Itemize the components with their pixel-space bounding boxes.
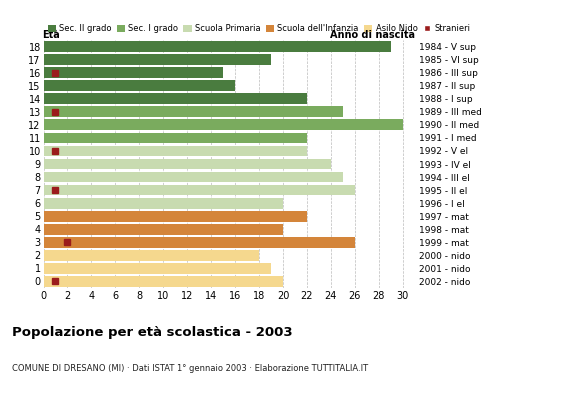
- Bar: [44, 106, 343, 117]
- Bar: [44, 41, 391, 52]
- Text: Anno di nascita: Anno di nascita: [329, 30, 415, 40]
- Text: Popolazione per età scolastica - 2003: Popolazione per età scolastica - 2003: [12, 326, 292, 339]
- Bar: [44, 159, 331, 169]
- Bar: [44, 67, 223, 78]
- Legend: Sec. II grado, Sec. I grado, Scuola Primaria, Scuola dell'Infanzia, Asilo Nido, : Sec. II grado, Sec. I grado, Scuola Prim…: [48, 24, 470, 33]
- Bar: [44, 263, 271, 274]
- Bar: [44, 172, 343, 182]
- Bar: [44, 198, 283, 208]
- Bar: [44, 80, 235, 91]
- Bar: [44, 120, 403, 130]
- Bar: [44, 54, 271, 65]
- Bar: [44, 132, 307, 143]
- Bar: [44, 146, 307, 156]
- Text: Età: Età: [42, 30, 59, 40]
- Bar: [44, 185, 355, 196]
- Bar: [44, 276, 283, 287]
- Bar: [44, 211, 307, 222]
- Bar: [44, 93, 307, 104]
- Bar: [44, 237, 355, 248]
- Bar: [44, 250, 259, 261]
- Text: COMUNE DI DRESANO (MI) · Dati ISTAT 1° gennaio 2003 · Elaborazione TUTTITALIA.IT: COMUNE DI DRESANO (MI) · Dati ISTAT 1° g…: [12, 364, 368, 373]
- Bar: [44, 224, 283, 235]
